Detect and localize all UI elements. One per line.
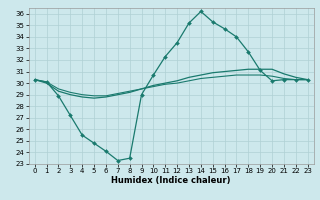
X-axis label: Humidex (Indice chaleur): Humidex (Indice chaleur) [111, 176, 231, 185]
